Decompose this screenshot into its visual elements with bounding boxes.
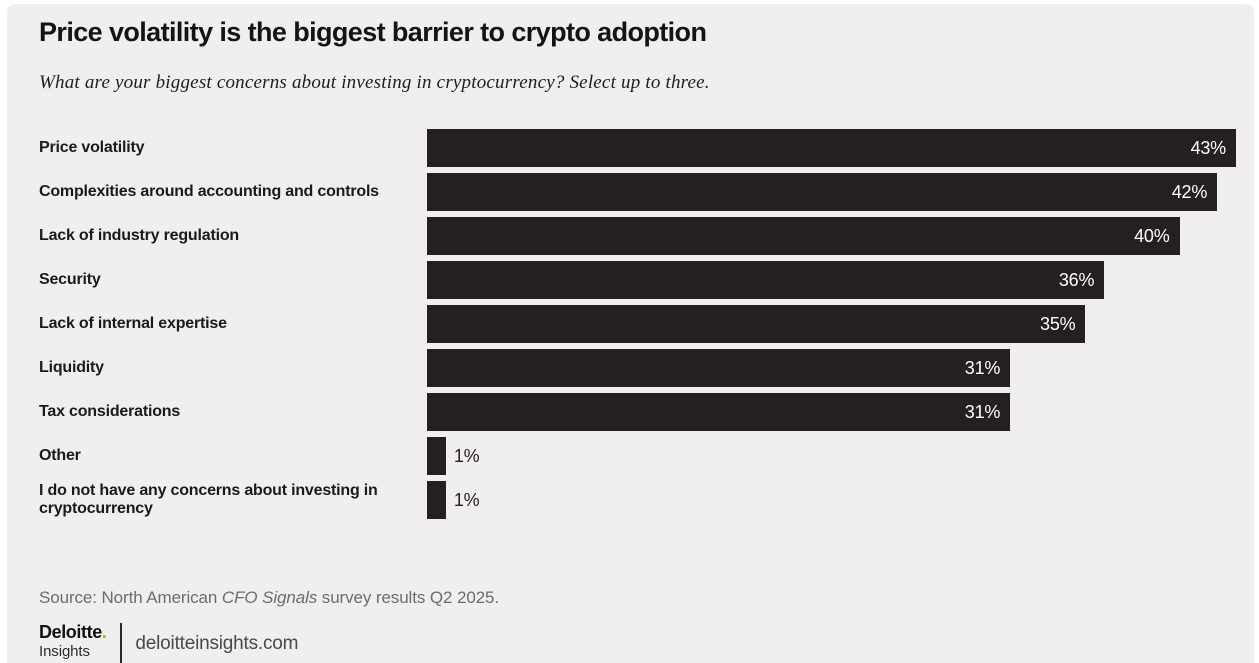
bar: 43% — [427, 129, 1236, 167]
bar: 40% — [427, 217, 1180, 255]
chart-row: Liquidity 31% — [39, 349, 1236, 387]
source-note: Source: North American CFO Signals surve… — [39, 588, 499, 608]
chart-row: Other 1% — [39, 437, 1236, 475]
bar-chart: Price volatility 43% Complexities around a… — [39, 129, 1236, 525]
bar-area: 1% — [427, 481, 1236, 519]
bar-area: 35% — [427, 305, 1236, 343]
chart-row: Security 36% — [39, 261, 1236, 299]
source-publication: CFO Signals — [221, 588, 318, 607]
bar: 35% — [427, 305, 1086, 343]
bar-area: 43% — [427, 129, 1236, 167]
chart-panel: Price volatility is the biggest barrier … — [7, 4, 1254, 663]
category-label: Complexities around accounting and contr… — [39, 182, 379, 200]
bar-area: 31% — [427, 349, 1236, 387]
bar-area: 42% — [427, 173, 1236, 211]
deloitte-wordmark: Deloitte. — [39, 622, 107, 642]
value-label: 35% — [1040, 313, 1076, 334]
value-label: 31% — [964, 357, 1001, 378]
category-label: Tax considerations — [39, 402, 181, 420]
chart-row: Tax considerations 31% — [39, 393, 1236, 431]
footer-url: deloitteinsights.com — [135, 633, 299, 654]
source-prefix: Source: North American — [39, 588, 222, 607]
chart-row: Price volatility 43% — [39, 129, 1236, 167]
chart-row: Lack of industry regulation 40% — [39, 217, 1236, 255]
chart-row: Lack of internal expertise 35% — [39, 305, 1236, 343]
brand-name: Deloitte — [39, 622, 102, 642]
chart-row: I do not have any concerns about investi… — [39, 481, 1236, 519]
category-label: Lack of industry regulation — [39, 226, 239, 244]
bar-area: 40% — [427, 217, 1236, 255]
value-label: 40% — [1134, 225, 1170, 246]
footer: Deloitte. Insights deloitteinsights.com — [39, 623, 298, 663]
category-label: Other — [39, 446, 81, 464]
bar: 36% — [427, 261, 1105, 299]
source-suffix: survey results Q2 2025. — [317, 588, 500, 607]
deloitte-insights-logo: Deloitte. Insights — [39, 622, 107, 660]
bar-area: 31% — [427, 393, 1236, 431]
bar: 31% — [427, 393, 1011, 431]
value-label: 31% — [964, 401, 1001, 422]
value-label: 43% — [1190, 137, 1227, 158]
bar — [427, 437, 446, 475]
category-label: I do not have any concerns about investi… — [39, 481, 378, 517]
chart-subtitle: What are your biggest concerns about inv… — [39, 72, 710, 93]
footer-divider — [120, 623, 123, 663]
bar: 31% — [427, 349, 1011, 387]
brand-green-dot: . — [101, 622, 107, 642]
category-label: Security — [39, 270, 101, 288]
category-label: Lack of internal expertise — [39, 314, 227, 332]
chart-row: Complexities around accounting and contr… — [39, 173, 1236, 211]
value-label: 36% — [1058, 269, 1095, 290]
value-label: 42% — [1171, 181, 1208, 202]
category-label: Price volatility — [39, 138, 145, 156]
bar: 42% — [427, 173, 1218, 211]
bar-area: 1% — [427, 437, 1236, 475]
category-label: Liquidity — [39, 358, 104, 376]
value-label: 1% — [453, 445, 480, 466]
bar — [427, 481, 446, 519]
insights-wordmark: Insights — [39, 643, 90, 660]
value-label: 1% — [453, 489, 480, 510]
chart-title: Price volatility is the biggest barrier … — [39, 17, 707, 47]
bar-area: 36% — [427, 261, 1236, 299]
